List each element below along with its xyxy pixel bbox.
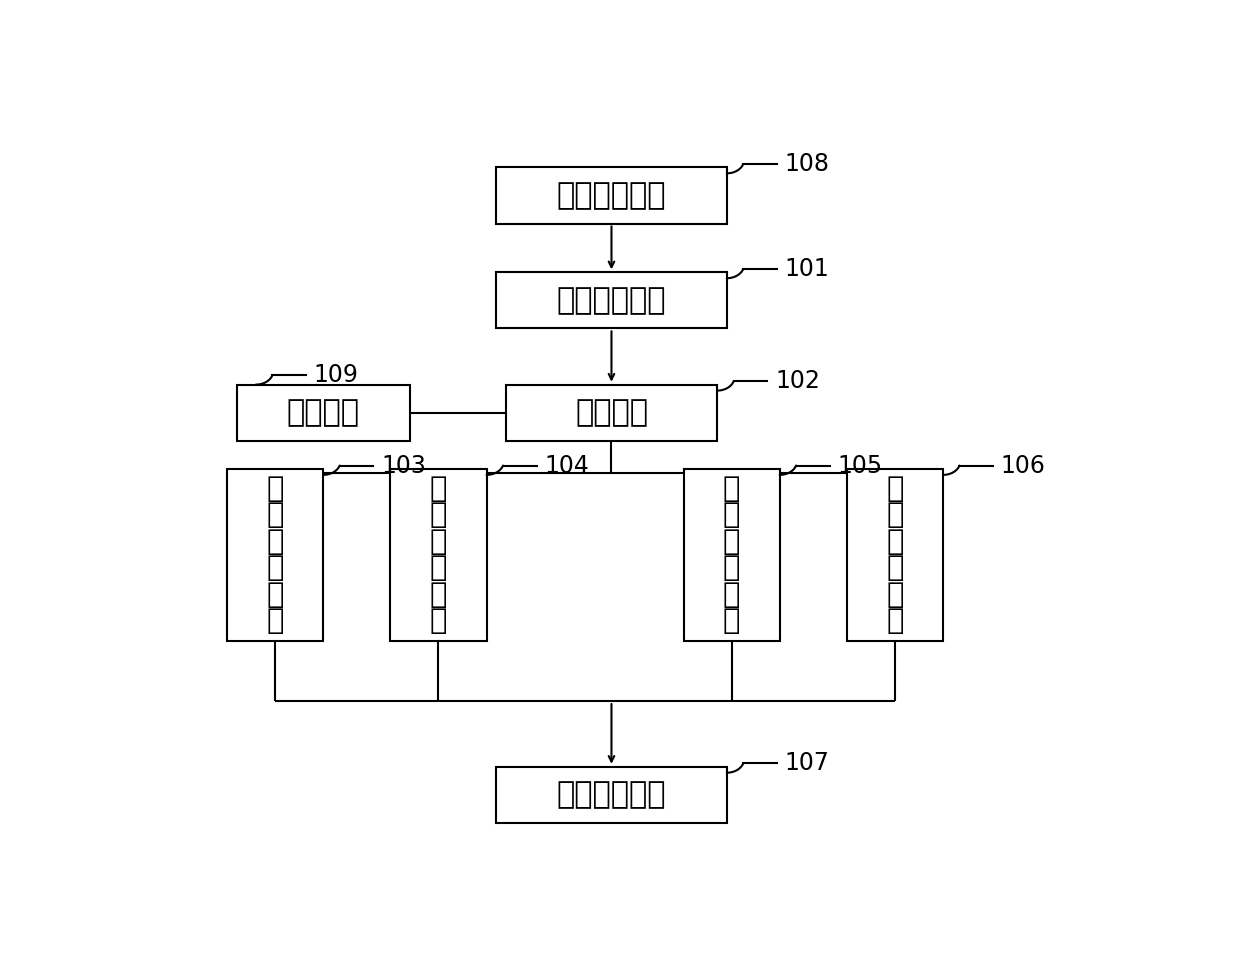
- Text: 一: 一: [267, 501, 284, 529]
- Text: 101: 101: [785, 257, 830, 281]
- Text: 置: 置: [887, 555, 904, 582]
- Bar: [496, 272, 727, 329]
- Text: 109: 109: [314, 363, 358, 387]
- Text: 设: 设: [887, 527, 904, 556]
- Text: 发送控制模块: 发送控制模块: [557, 780, 666, 810]
- Text: 模: 模: [887, 581, 904, 609]
- Text: 102: 102: [775, 370, 820, 393]
- Text: 块: 块: [723, 607, 740, 635]
- Text: 三: 三: [723, 501, 740, 529]
- Text: 103: 103: [381, 453, 425, 478]
- Text: 模: 模: [267, 581, 284, 609]
- Text: 第: 第: [887, 475, 904, 503]
- Text: 块: 块: [430, 607, 448, 635]
- Bar: [237, 384, 409, 441]
- Text: 设: 设: [430, 527, 448, 556]
- Bar: [847, 469, 942, 641]
- Text: 置: 置: [430, 555, 448, 582]
- Text: 107: 107: [785, 751, 830, 775]
- Text: 106: 106: [1001, 453, 1045, 478]
- Text: 第: 第: [267, 475, 284, 503]
- Text: 108: 108: [785, 152, 830, 176]
- Text: 104: 104: [544, 453, 589, 478]
- Text: 第: 第: [723, 475, 740, 503]
- Text: 四: 四: [887, 501, 904, 529]
- Text: 设: 设: [723, 527, 740, 556]
- Text: 置: 置: [267, 555, 284, 582]
- Text: 二: 二: [430, 501, 448, 529]
- Text: 设: 设: [267, 527, 284, 556]
- Bar: [391, 469, 486, 641]
- Bar: [506, 384, 717, 441]
- Text: 预警模块: 预警模块: [286, 398, 360, 427]
- Text: 置: 置: [723, 555, 740, 582]
- Text: 模: 模: [723, 581, 740, 609]
- Text: 设备检测模块: 设备检测模块: [557, 181, 666, 210]
- Text: 判断模块: 判断模块: [575, 398, 649, 427]
- Bar: [496, 767, 727, 823]
- Text: 接收控制模块: 接收控制模块: [557, 286, 666, 315]
- Bar: [496, 167, 727, 224]
- Bar: [683, 469, 780, 641]
- Text: 块: 块: [887, 607, 904, 635]
- Text: 模: 模: [430, 581, 448, 609]
- Text: 第: 第: [430, 475, 448, 503]
- Text: 105: 105: [837, 453, 883, 478]
- Text: 块: 块: [267, 607, 284, 635]
- Bar: [227, 469, 324, 641]
